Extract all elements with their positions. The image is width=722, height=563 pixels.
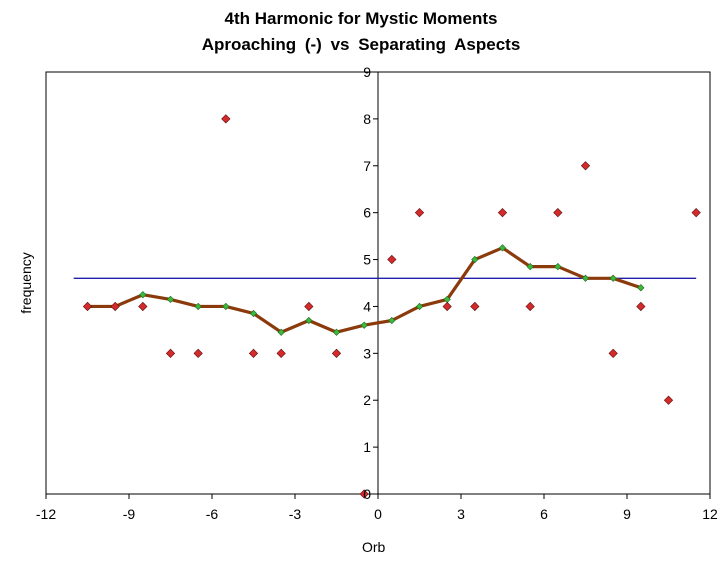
moving-average-point [139, 291, 147, 299]
x-tick-label: 0 [374, 506, 382, 522]
scatter-point [442, 301, 452, 312]
x-tick-label: -9 [123, 506, 136, 522]
x-axis-title: Orb [362, 539, 386, 555]
x-tick-label: 12 [702, 506, 718, 522]
scatter-point [138, 301, 148, 312]
moving-average-point [360, 321, 368, 329]
y-tick-label: 7 [363, 158, 371, 174]
scatter-point [691, 208, 701, 218]
moving-average-point [498, 244, 507, 252]
y-tick-label: 6 [363, 205, 371, 221]
moving-average-point [581, 274, 590, 282]
moving-average-point [471, 255, 479, 264]
moving-average-point [222, 302, 230, 311]
y-tick-label: 5 [363, 252, 371, 268]
x-tick-label: 9 [623, 506, 631, 522]
chart-title: 4th Harmonic for Mystic Moments [224, 9, 498, 28]
moving-average-point [526, 262, 534, 271]
chart-subtitle: Aproaching (-) vs Separating Aspects [201, 35, 521, 54]
scatter-point [497, 208, 508, 218]
y-tick-label: 3 [363, 345, 371, 361]
y-axis-title: frequency [18, 252, 34, 314]
axes-layer [45, 71, 711, 499]
scatter-point [331, 348, 342, 358]
scatter-point [276, 348, 286, 358]
moving-average-layer [83, 244, 645, 336]
moving-average-point [249, 309, 258, 318]
scatter-point [414, 208, 425, 218]
scatter-point [525, 301, 535, 312]
scatter-point [82, 301, 93, 312]
y-tick-label: 0 [363, 486, 371, 502]
y-tick-label: 9 [363, 64, 371, 80]
x-tick-label: -12 [36, 506, 56, 522]
scatter-point [580, 161, 591, 171]
scatter-point [470, 301, 480, 312]
scatter-point [663, 395, 674, 405]
moving-average-point [609, 274, 617, 282]
scatter-point [165, 348, 176, 358]
moving-average-point [415, 302, 424, 311]
y-tick-label: 8 [363, 111, 371, 127]
scatter-point [193, 348, 203, 358]
scatter-point [110, 301, 120, 312]
scatter-point [553, 208, 563, 218]
x-tick-label: 3 [457, 506, 465, 522]
moving-average-point [194, 302, 202, 311]
moving-average-point [637, 284, 645, 292]
x-tick-label: -6 [206, 506, 219, 522]
x-tick-label: 6 [540, 506, 548, 522]
y-tick-label: 1 [363, 439, 371, 455]
moving-average-point [332, 328, 341, 336]
scatter-points-layer [82, 114, 701, 499]
y-tick-label: 2 [363, 392, 371, 408]
moving-average-point [305, 316, 313, 325]
moving-average-point [277, 328, 285, 336]
moving-average-point [166, 295, 175, 304]
scatter-point [359, 489, 369, 499]
y-tick-label: 4 [363, 298, 371, 314]
scatter-point [387, 254, 397, 265]
moving-average-point [554, 262, 562, 271]
scatter-point [304, 301, 314, 312]
moving-average-point [388, 316, 396, 325]
scatter-point [221, 114, 231, 124]
scatter-point [608, 348, 618, 358]
x-tick-label: -3 [289, 506, 302, 522]
scatter-point [248, 348, 259, 358]
scatter-point [636, 301, 646, 312]
